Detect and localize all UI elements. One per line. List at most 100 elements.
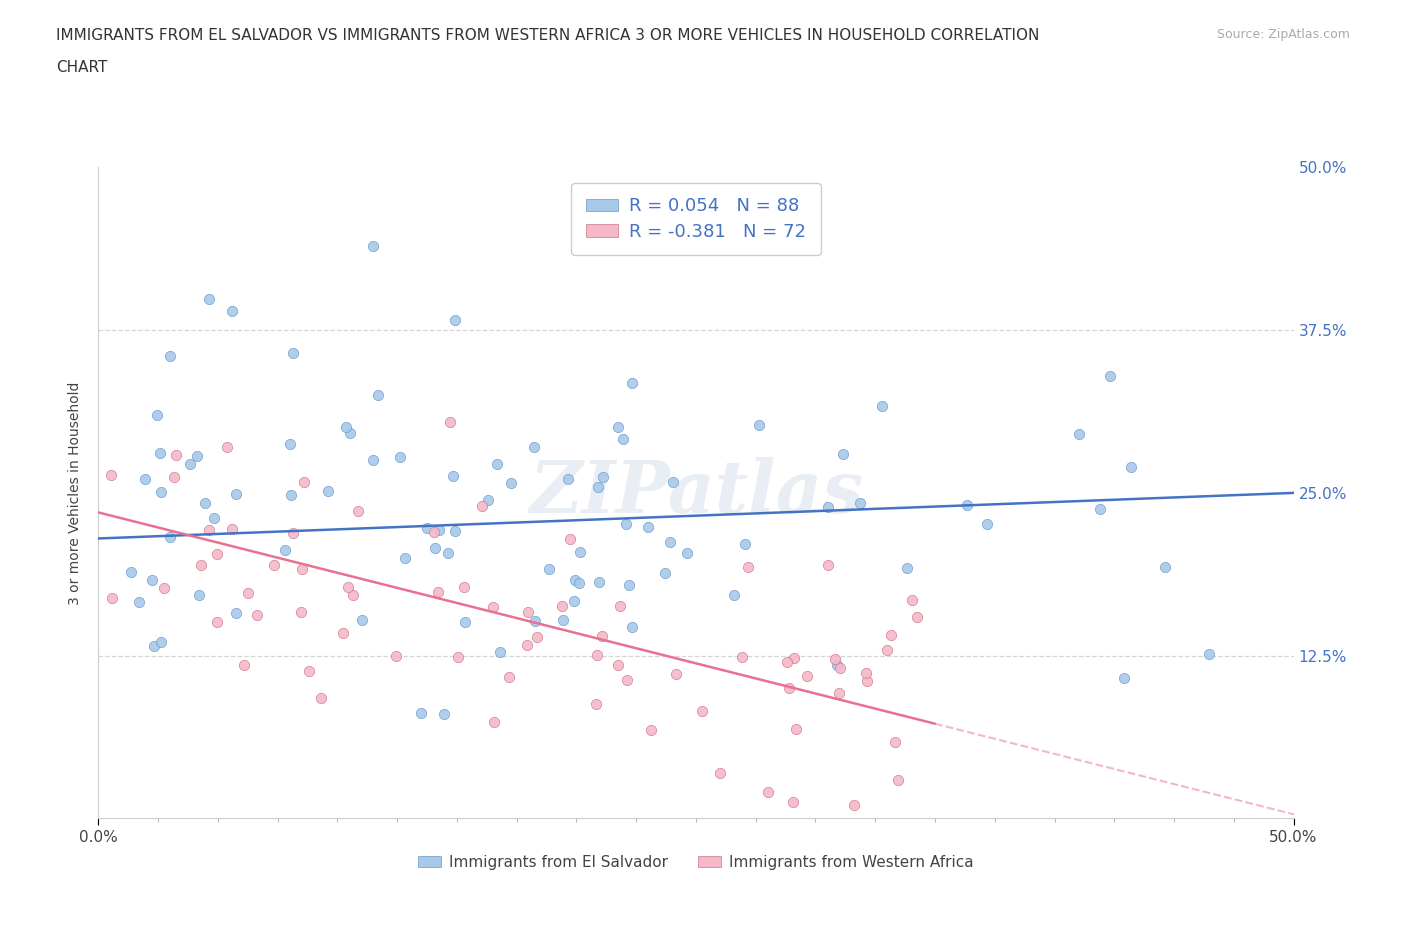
Point <box>482 599 505 614</box>
Point <box>128 594 150 609</box>
Point <box>149 445 172 460</box>
Point <box>101 591 124 605</box>
Point <box>830 660 852 675</box>
Point <box>568 576 591 591</box>
Point <box>163 470 186 485</box>
Text: CHART: CHART <box>56 60 108 75</box>
Point <box>1067 427 1090 442</box>
Point <box>620 376 643 391</box>
Text: Source: ZipAtlas.com: Source: ZipAtlas.com <box>1216 28 1350 41</box>
Point <box>388 449 411 464</box>
Point <box>551 613 574 628</box>
Point <box>150 485 173 499</box>
Point <box>423 540 446 555</box>
Point <box>516 638 538 653</box>
Point <box>905 609 928 624</box>
Point <box>439 415 461 430</box>
Point <box>188 588 211 603</box>
Point <box>427 523 450 538</box>
Point <box>363 238 385 253</box>
Point <box>145 407 167 422</box>
Point <box>616 672 638 687</box>
Point <box>485 457 508 472</box>
Point <box>339 426 361 441</box>
Point <box>887 773 910 788</box>
Point <box>415 521 437 536</box>
Point <box>756 785 779 800</box>
Point <box>557 472 579 486</box>
Point <box>562 593 585 608</box>
Point <box>842 798 865 813</box>
Point <box>592 470 614 485</box>
Point <box>901 592 924 607</box>
Point <box>658 535 681 550</box>
Point <box>499 476 522 491</box>
Point <box>246 607 269 622</box>
Point <box>489 644 512 659</box>
Point <box>817 557 839 572</box>
Point <box>221 304 243 319</box>
Point <box>609 599 631 614</box>
Point <box>441 469 464 484</box>
Point <box>298 664 321 679</box>
Point <box>443 524 465 538</box>
Point <box>1088 502 1111 517</box>
Point <box>352 612 374 627</box>
Point <box>654 565 676 580</box>
Point <box>828 685 851 700</box>
Point <box>453 579 475 594</box>
Point <box>1198 647 1220 662</box>
Point <box>335 419 357 434</box>
Point <box>194 496 217 511</box>
Point <box>336 580 359 595</box>
Point <box>607 658 630 672</box>
Point <box>564 573 586 588</box>
Point <box>141 573 163 588</box>
Point <box>498 670 520 684</box>
Point <box>263 558 285 573</box>
Point <box>153 580 176 595</box>
Point <box>342 588 364 603</box>
Point <box>186 448 208 463</box>
Point <box>676 546 699 561</box>
Point <box>876 643 898 658</box>
Point <box>273 542 295 557</box>
Point <box>612 432 634 446</box>
Point <box>361 453 384 468</box>
Point <box>568 544 591 559</box>
Point <box>134 472 156 486</box>
Point <box>591 629 613 644</box>
Point <box>225 486 247 501</box>
Point <box>120 565 142 579</box>
Point <box>290 561 312 576</box>
Point <box>385 648 408 663</box>
Point <box>855 665 877 680</box>
Point <box>662 474 685 489</box>
Point <box>637 520 659 535</box>
Y-axis label: 3 or more Vehicles in Household: 3 or more Vehicles in Household <box>69 381 83 604</box>
Point <box>225 605 247 620</box>
Point <box>426 585 449 600</box>
Point <box>1154 560 1177 575</box>
Point <box>437 546 460 561</box>
Point <box>433 707 456 722</box>
Point <box>316 484 339 498</box>
Point <box>290 604 312 619</box>
Point <box>484 714 506 729</box>
Point <box>560 531 582 546</box>
Point <box>221 522 243 537</box>
Point <box>1098 369 1121 384</box>
Point <box>1119 459 1142 474</box>
Point <box>347 503 370 518</box>
Point <box>956 498 979 512</box>
Point <box>280 488 302 503</box>
Text: IMMIGRANTS FROM EL SALVADOR VS IMMIGRANTS FROM WESTERN AFRICA 3 OR MORE VEHICLES: IMMIGRANTS FROM EL SALVADOR VS IMMIGRANT… <box>56 28 1039 43</box>
Point <box>190 557 212 572</box>
Point <box>723 587 745 602</box>
Point <box>782 794 804 809</box>
Point <box>785 722 807 737</box>
Point <box>179 457 201 472</box>
Point <box>150 634 173 649</box>
Point <box>159 349 181 364</box>
Point <box>551 599 574 614</box>
